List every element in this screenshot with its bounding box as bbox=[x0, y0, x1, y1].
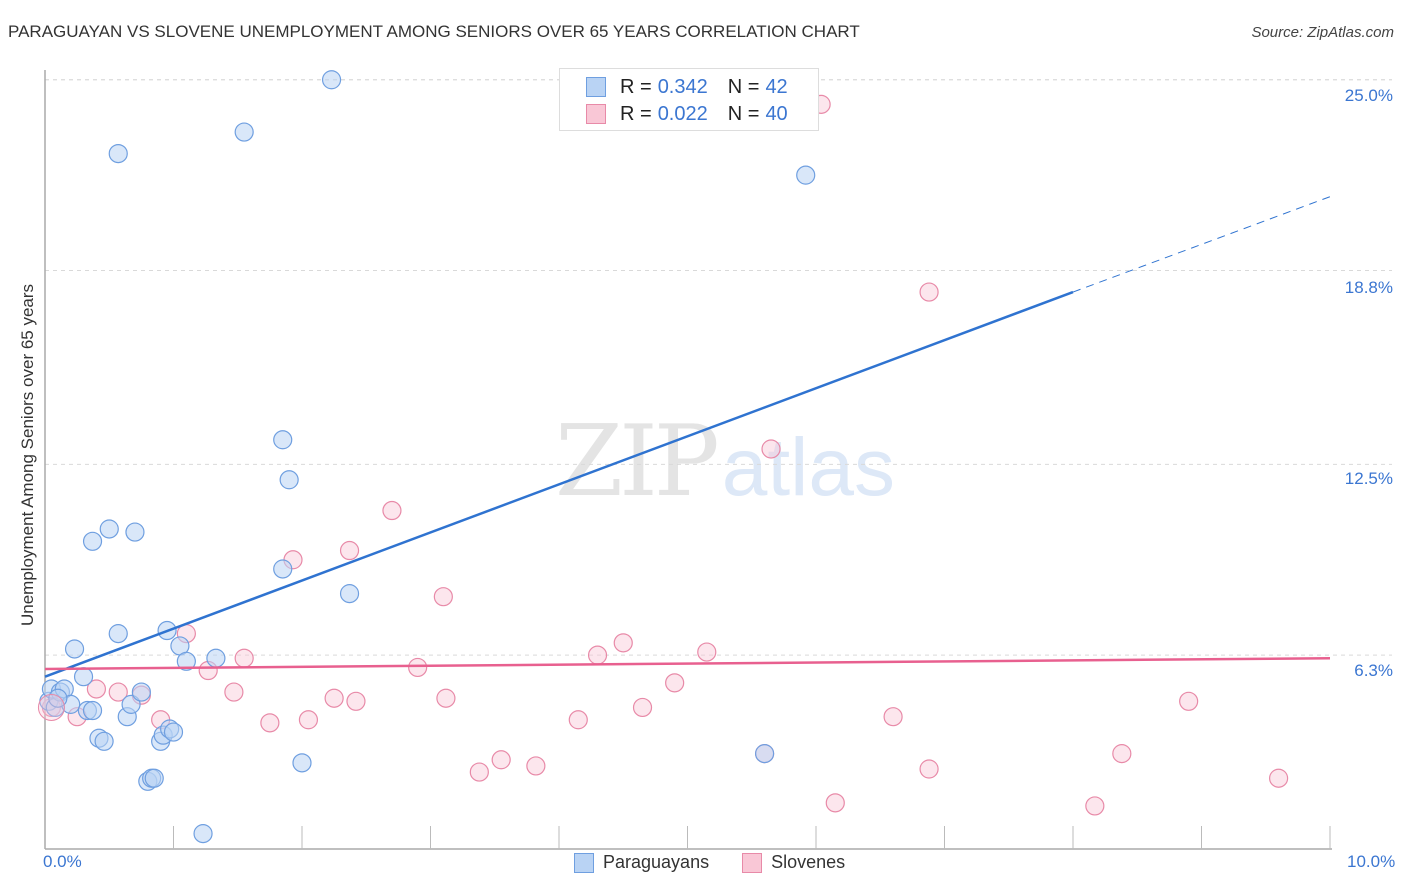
paraguayans-trendline bbox=[44, 290, 1074, 678]
slovene-point bbox=[1085, 796, 1105, 816]
paraguayan-point bbox=[121, 694, 141, 714]
slovene-point bbox=[526, 756, 546, 776]
legend-label: Slovenes bbox=[771, 852, 846, 872]
stats-legend: R = 0.342 N = 42 R = 0.022 N = 40 bbox=[559, 68, 819, 131]
paraguayan-point bbox=[82, 531, 103, 551]
paraguayan-point bbox=[108, 143, 128, 164]
r-value: 0.022 bbox=[657, 102, 708, 125]
slovene-point bbox=[224, 682, 244, 702]
r-label: R = bbox=[620, 102, 652, 125]
slovenes-swatch-icon bbox=[742, 852, 763, 873]
paraguayans-swatch-icon bbox=[574, 852, 594, 873]
paraguayan-point bbox=[48, 688, 68, 708]
paraguayan-point bbox=[64, 639, 85, 659]
paraguayan-point bbox=[273, 430, 293, 450]
x-tick-10: 10.0% bbox=[1347, 852, 1396, 871]
paraguayan-point bbox=[339, 584, 360, 604]
slovene-point bbox=[919, 759, 939, 779]
slovene-point bbox=[697, 642, 717, 662]
n-label: N = bbox=[727, 75, 760, 98]
slovene-point bbox=[433, 587, 453, 607]
paraguayan-point bbox=[144, 768, 164, 788]
slovene-point bbox=[324, 688, 344, 708]
slovene-point bbox=[382, 500, 402, 521]
paraguayan-point bbox=[176, 651, 196, 671]
slovene-point bbox=[568, 710, 588, 730]
slovene-point bbox=[632, 697, 653, 718]
paraguayan-point bbox=[754, 744, 775, 764]
legend-label: Paraguayans bbox=[603, 852, 710, 872]
paraguayan-point bbox=[279, 470, 299, 490]
y-tick-6-3: 6.3% bbox=[1354, 661, 1393, 680]
slovene-point bbox=[613, 633, 633, 653]
slovene-point bbox=[491, 750, 511, 770]
n-label: N = bbox=[727, 102, 760, 125]
paraguayan-point bbox=[206, 648, 226, 668]
paraguayan-point bbox=[82, 700, 103, 721]
paraguayan-point bbox=[99, 519, 119, 539]
slovene-point bbox=[86, 679, 107, 699]
slovene-point bbox=[761, 439, 781, 459]
paraguayan-point bbox=[796, 165, 816, 185]
paraguayan-point bbox=[73, 667, 94, 687]
slovene-point bbox=[234, 648, 254, 668]
slovene-point bbox=[346, 691, 366, 711]
paraguayans-swatch-icon bbox=[586, 77, 606, 97]
slovene-point bbox=[436, 688, 456, 708]
slovene-point bbox=[260, 713, 280, 733]
slovene-point bbox=[298, 710, 319, 730]
slovene-point bbox=[587, 645, 608, 665]
legend-row-slovenes: R = 0.022 N = 40 bbox=[586, 103, 788, 125]
slovene-point bbox=[883, 707, 903, 727]
slovene-point bbox=[469, 762, 489, 782]
r-value: 0.342 bbox=[657, 75, 708, 98]
slovene-point bbox=[1179, 691, 1199, 711]
paraguayan-point bbox=[273, 559, 293, 579]
slovene-point bbox=[1112, 744, 1132, 764]
n-value: 42 bbox=[765, 75, 788, 98]
y-tick-18-8: 18.8% bbox=[1344, 278, 1393, 297]
y-tick-25: 25.0% bbox=[1344, 86, 1393, 105]
slovene-point bbox=[37, 693, 65, 721]
slovene-point bbox=[339, 540, 360, 561]
slovene-point bbox=[408, 657, 428, 678]
paraguayan-point bbox=[163, 722, 184, 742]
paraguayan-point bbox=[131, 682, 151, 702]
paraguayan-point bbox=[234, 122, 254, 142]
series-legend: Paraguayans Slovenes bbox=[574, 852, 878, 873]
legend-item-slovenes[interactable]: Slovenes bbox=[742, 852, 845, 873]
source-credit: Source: ZipAtlas.com bbox=[1251, 24, 1394, 41]
n-value: 40 bbox=[765, 102, 788, 125]
paraguayan-point bbox=[125, 522, 145, 542]
slovene-point bbox=[108, 682, 128, 702]
slovenes-trendline bbox=[44, 656, 1331, 671]
slovene-point bbox=[919, 282, 939, 302]
r-label: R = bbox=[620, 75, 652, 98]
y-axis-label: Unemployment Among Seniors over 65 years bbox=[18, 283, 37, 627]
paraguayan-point bbox=[94, 731, 114, 751]
paraguayan-point bbox=[108, 624, 128, 644]
legend-row-paraguayans: R = 0.342 N = 42 bbox=[586, 76, 788, 98]
paraguayan-point bbox=[193, 824, 213, 844]
chart-title: PARAGUAYAN VS SLOVENE UNEMPLOYMENT AMONG… bbox=[8, 22, 860, 41]
legend-item-paraguayans[interactable]: Paraguayans bbox=[574, 852, 709, 873]
slovene-point bbox=[665, 673, 685, 693]
y-tick-12-5: 12.5% bbox=[1344, 469, 1393, 488]
slovene-point bbox=[825, 793, 845, 813]
x-tick-0: 0.0% bbox=[43, 852, 82, 871]
paraguayan-point bbox=[292, 753, 312, 773]
paraguayan-point bbox=[321, 70, 342, 90]
slovenes-swatch-icon bbox=[586, 104, 606, 124]
slovene-point bbox=[1268, 768, 1289, 788]
paraguayans-trendline-extension bbox=[1072, 196, 1331, 293]
